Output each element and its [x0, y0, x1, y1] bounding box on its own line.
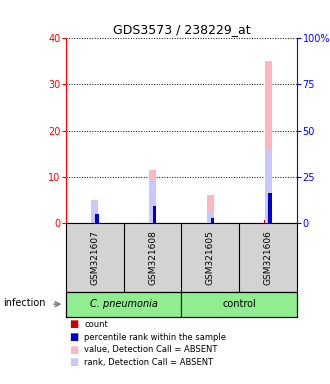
Bar	[264, 220, 268, 223]
Text: value, Detection Call = ABSENT: value, Detection Call = ABSENT	[84, 345, 217, 354]
Text: GSM321608: GSM321608	[148, 230, 157, 285]
Text: infection: infection	[3, 298, 46, 308]
Bar	[265, 61, 272, 223]
Bar	[91, 200, 98, 223]
Text: rank, Detection Call = ABSENT: rank, Detection Call = ABSENT	[84, 358, 213, 367]
Bar	[91, 220, 94, 223]
Bar	[269, 193, 272, 223]
Bar	[149, 220, 152, 223]
Text: GSM321605: GSM321605	[206, 230, 215, 285]
Text: count: count	[84, 320, 108, 329]
Bar	[211, 218, 214, 223]
Text: ■: ■	[69, 345, 79, 355]
Text: GSM321606: GSM321606	[264, 230, 273, 285]
Text: ■: ■	[69, 319, 79, 329]
Bar	[207, 211, 214, 223]
Text: control: control	[222, 299, 256, 310]
Bar	[149, 180, 156, 223]
Bar	[95, 214, 99, 223]
Bar	[66, 292, 182, 317]
Bar	[265, 149, 272, 223]
Title: GDS3573 / 238229_at: GDS3573 / 238229_at	[113, 23, 250, 36]
Text: ■: ■	[69, 332, 79, 342]
Bar	[207, 195, 214, 223]
Bar	[91, 200, 98, 223]
Text: percentile rank within the sample: percentile rank within the sample	[84, 333, 226, 342]
Text: C. pneumonia: C. pneumonia	[90, 299, 158, 310]
Bar	[153, 206, 156, 223]
Bar	[182, 292, 297, 317]
Text: GSM321607: GSM321607	[90, 230, 99, 285]
Text: ■: ■	[69, 358, 79, 367]
Bar	[149, 170, 156, 223]
Bar	[207, 220, 210, 223]
